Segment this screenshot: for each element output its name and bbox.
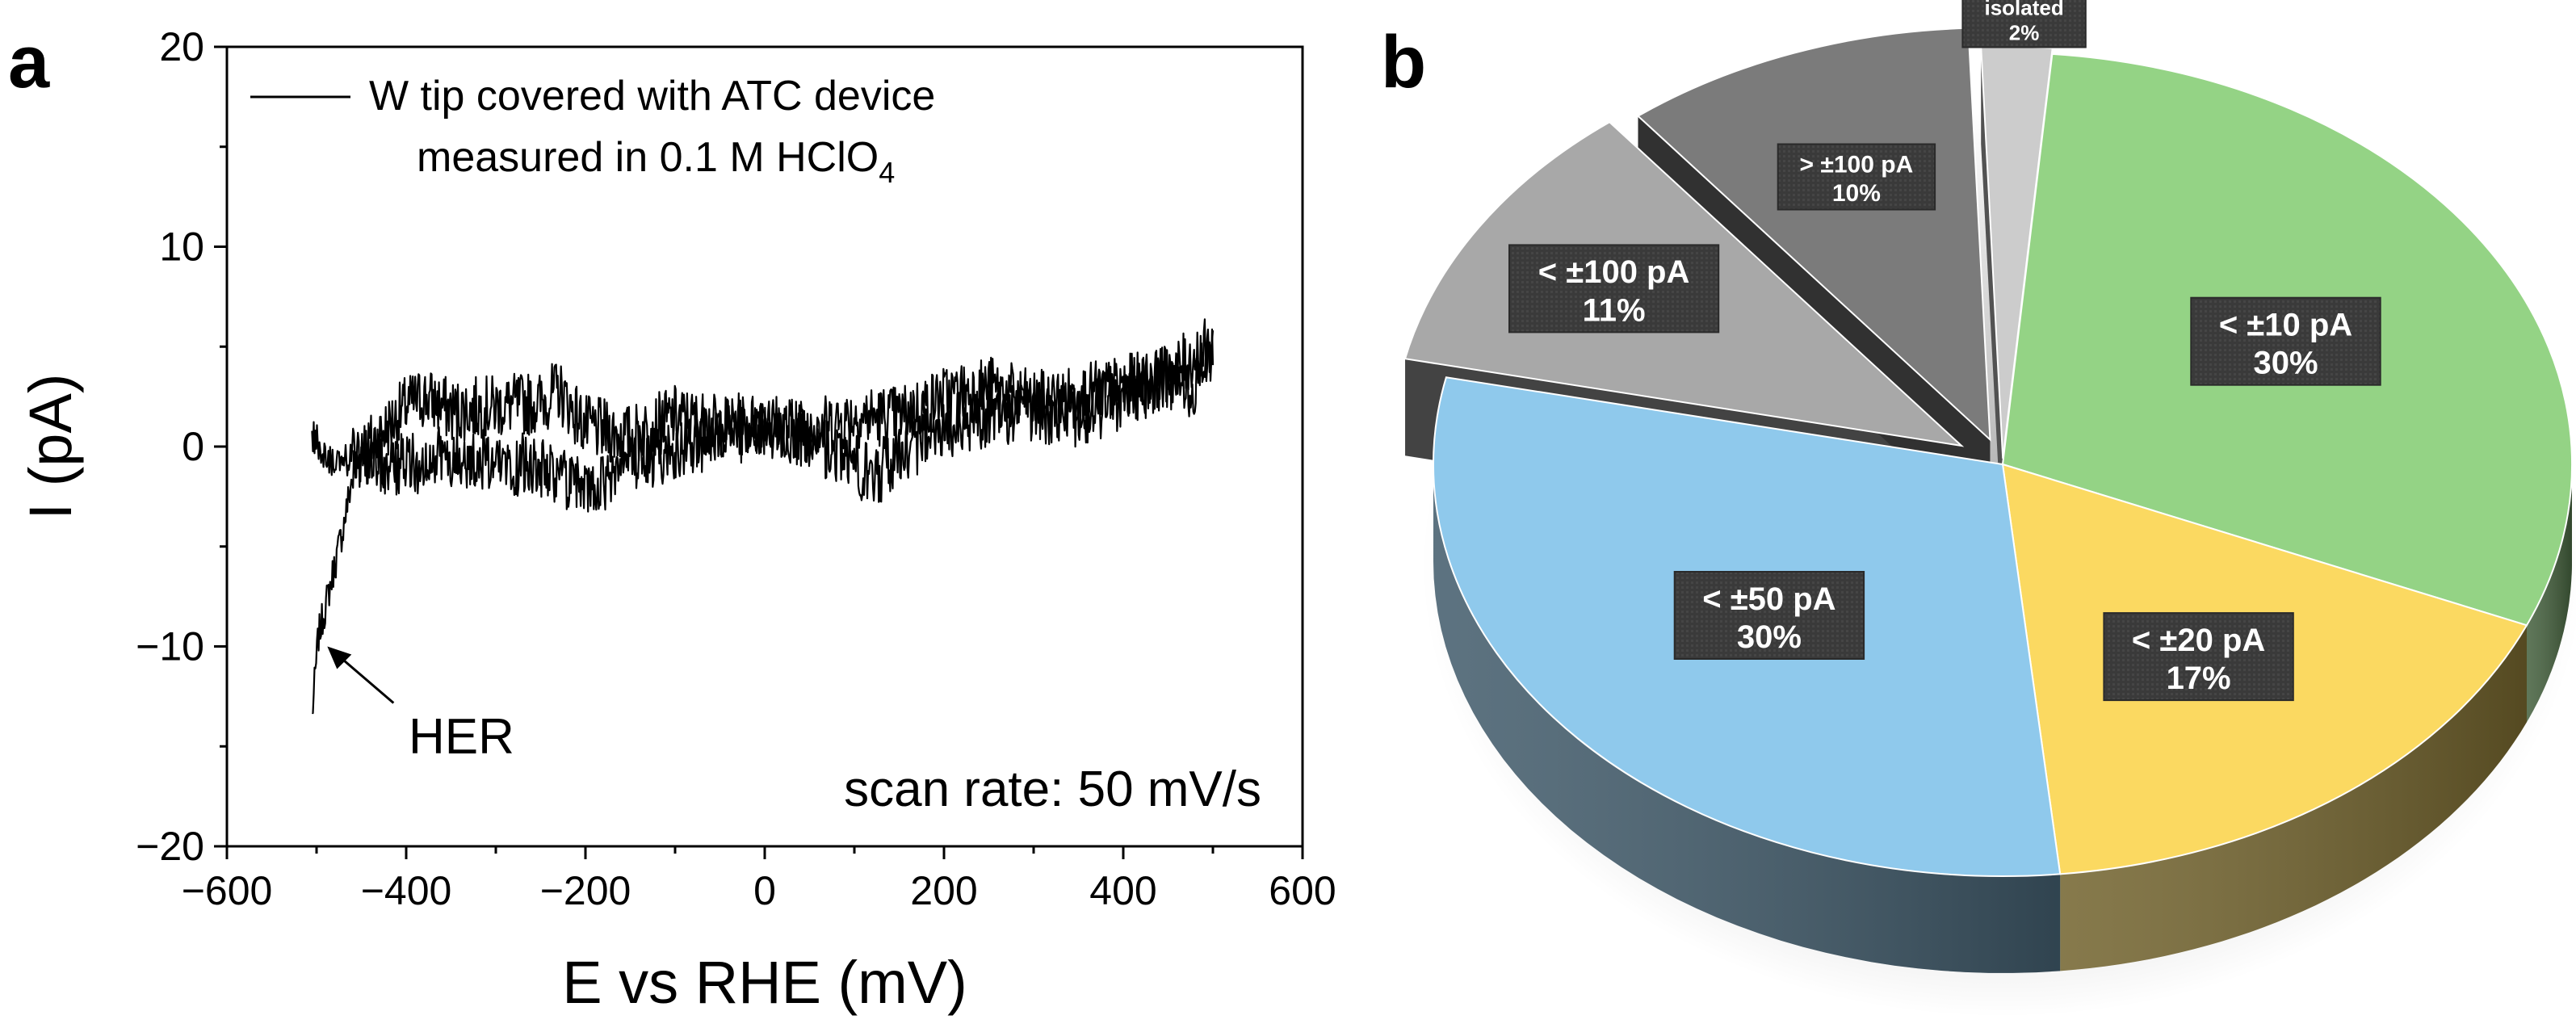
pie-label-box [2190, 296, 2381, 386]
x-tick-label: −200 [540, 868, 631, 913]
pie-label-box [2103, 612, 2294, 702]
pie-label-percent: 30% [2253, 346, 2318, 381]
x-tick-label: 200 [910, 868, 977, 913]
pie-chart [1403, 27, 2574, 973]
y-tick-label: −20 [136, 824, 204, 869]
legend-line-1: W tip covered with ATC device [369, 73, 935, 120]
pie-label-name: > ±100 pA [1800, 152, 1914, 178]
legend-subscript: 4 [879, 156, 895, 189]
her-label: HER [409, 709, 514, 765]
x-tick-label: −400 [361, 868, 452, 913]
pie-label-percent: 11% [1583, 292, 1646, 328]
panel-a-letter: a [8, 21, 50, 103]
pie-label-box [1961, 0, 2087, 48]
y-tick-label: 10 [159, 224, 204, 270]
her-annotation: HER [327, 646, 514, 765]
x-tick-label: 400 [1089, 868, 1156, 913]
y-axis-label: I (pA) [17, 374, 84, 520]
y-tick-label: 20 [159, 24, 204, 69]
trace-forward [312, 318, 1215, 715]
pie-label-name: isolated [1984, 0, 2063, 20]
x-tick-label: 600 [1269, 868, 1336, 913]
pie-label-box [1777, 143, 1936, 211]
iv-traces [311, 318, 1215, 715]
pie-face-5 [1981, 47, 2003, 556]
x-axis-ticks: −600 −400 −200 0 200 400 600 [182, 846, 1336, 913]
y-tick-label: −10 [136, 624, 204, 669]
x-tick-label: −600 [182, 868, 273, 913]
pie-wall-shade-0 [2527, 464, 2572, 723]
x-axis-label: E vs RHE (mV) [562, 949, 967, 1016]
legend-line-2-text: measured in 0.1 M HClO [417, 134, 879, 181]
pie-label-name: < ±50 pA [1702, 581, 1836, 617]
pie-label-box [1508, 244, 1720, 334]
panel-b-letter: b [1381, 21, 1426, 103]
x-tick-label: 0 [753, 868, 776, 913]
her-arrowhead [327, 646, 352, 669]
pie-slice-4 [1636, 27, 1991, 442]
pie-wall-shade-1 [2060, 625, 2527, 971]
pie-label-percent: 17% [2167, 661, 2231, 696]
legend: W tip covered with ATC device measured i… [250, 73, 935, 189]
pie-wall-shade-2 [1433, 464, 2061, 973]
panel-a: a −600 −400 −200 0 200 400 600 −20 −10 0 10 20 E v… [8, 21, 1336, 1016]
trace-reverse [311, 328, 1215, 513]
pie-label-box [1673, 571, 1865, 660]
scan-rate-label: scan rate: 50 mV/s [844, 762, 1261, 817]
her-arrow [336, 653, 395, 704]
pie-label-name: < ±10 pA [2219, 308, 2352, 343]
pie-label-percent: 2% [2009, 20, 2040, 44]
legend-line-2: measured in 0.1 M HClO4 [417, 134, 895, 189]
y-axis-ticks: −20 −10 0 10 20 [136, 24, 227, 869]
pie-label-name: < ±20 pA [2132, 623, 2265, 658]
y-tick-label: 0 [182, 424, 204, 469]
pie-label-percent: 10% [1832, 180, 1881, 207]
pie-label-name: < ±100 pA [1538, 254, 1690, 290]
pie-label-percent: 30% [1737, 619, 1802, 655]
